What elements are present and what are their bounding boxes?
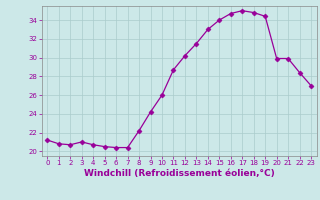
X-axis label: Windchill (Refroidissement éolien,°C): Windchill (Refroidissement éolien,°C) (84, 169, 275, 178)
